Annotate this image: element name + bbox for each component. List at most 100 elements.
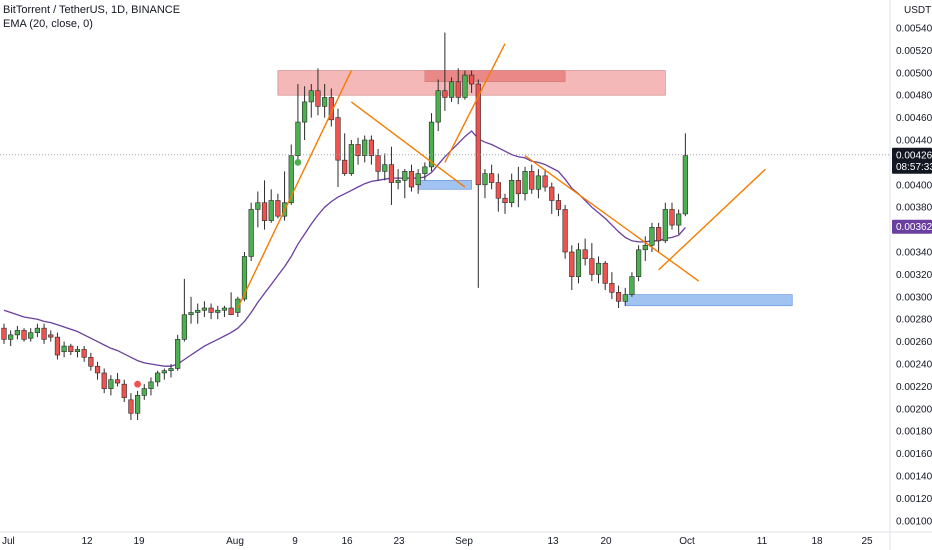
- candle-body: [114, 379, 121, 384]
- candle: [74, 346, 81, 358]
- x-tick-label: 20: [600, 536, 612, 547]
- candle: [21, 328, 27, 342]
- candle-body: [575, 249, 582, 277]
- candles: [1, 32, 688, 420]
- candle-body: [28, 332, 34, 339]
- candle-body: [221, 307, 228, 311]
- candle: [148, 377, 154, 396]
- time-axis[interactable]: Jul 12 19 Aug 9 16 23 Sep 13 20 Oct 11 18 25: [2, 536, 873, 547]
- candle: [181, 278, 187, 342]
- candle-body: [529, 171, 535, 190]
- candle: [549, 182, 555, 214]
- candle: [54, 332, 61, 360]
- candle-body: [248, 209, 254, 257]
- x-tick-label: Oct: [679, 536, 695, 547]
- candle: [362, 135, 368, 163]
- candle: [515, 166, 521, 208]
- candle: [81, 346, 87, 362]
- candle: [101, 368, 107, 394]
- candle-body: [228, 307, 234, 316]
- candle-body: [475, 83, 481, 186]
- candle: [135, 390, 141, 420]
- x-tick-label: 25: [861, 536, 873, 547]
- candle-body: [595, 262, 602, 275]
- candle: [642, 236, 648, 261]
- candle: [208, 303, 214, 320]
- candle-body: [676, 213, 682, 226]
- candle: [609, 272, 615, 300]
- candle-body: [382, 164, 388, 172]
- candle-body: [155, 372, 161, 383]
- trendline: [237, 70, 352, 309]
- candle-body: [549, 186, 555, 201]
- candle-body: [195, 309, 201, 313]
- candle-body: [355, 144, 361, 156]
- candle: [221, 305, 228, 317]
- candle-body: [268, 200, 274, 221]
- candle: [622, 287, 628, 306]
- candle: [275, 193, 281, 219]
- candle-body: [629, 276, 635, 295]
- candle: [542, 169, 548, 192]
- candle-body: [175, 339, 181, 369]
- support-zone: [417, 180, 472, 190]
- candle: [435, 79, 441, 132]
- candle: [88, 352, 94, 371]
- candle: [422, 162, 428, 181]
- x-tick-label: 23: [393, 536, 405, 547]
- candle-body: [34, 327, 40, 333]
- x-tick-label: Sep: [455, 536, 473, 547]
- candle-body: [235, 298, 241, 313]
- candle-body: [21, 330, 27, 340]
- candle: [529, 164, 535, 194]
- buy-signal-dot: [294, 159, 302, 166]
- candle-body: [54, 336, 61, 356]
- indicator-title[interactable]: EMA (20, close, 0): [3, 18, 93, 30]
- ema-line: [3, 130, 686, 367]
- candle-body: [181, 314, 187, 340]
- candle-body: [295, 121, 301, 156]
- candle: [268, 189, 274, 223]
- candle: [602, 260, 608, 291]
- candle-body: [148, 381, 154, 389]
- symbol-title[interactable]: BitTorrent / TetherUS, 1D, BINANCE: [3, 4, 181, 16]
- candle-body: [448, 81, 455, 98]
- candle-body: [8, 334, 14, 340]
- candle-body: [402, 171, 408, 181]
- candle: [415, 169, 421, 194]
- sell-signal-dot: [134, 380, 142, 388]
- candle-body: [322, 97, 328, 107]
- candle: [509, 173, 515, 208]
- candle-body: [622, 294, 628, 302]
- candle-body: [375, 155, 381, 172]
- candle: [375, 148, 381, 181]
- candle: [368, 135, 375, 165]
- candle-body: [455, 81, 461, 98]
- candle-body: [495, 182, 501, 199]
- candle-body: [415, 173, 421, 186]
- candle: [595, 256, 602, 284]
- last-price-badge-bg: [892, 147, 932, 174]
- candle: [188, 296, 194, 324]
- chart-legend: BitTorrent / TetherUS, 1D, BINANCE EMA (…: [3, 3, 180, 31]
- candle: [201, 301, 208, 317]
- candle-body: [335, 117, 341, 161]
- ema-series: [3, 130, 686, 367]
- candle-body: [615, 292, 622, 302]
- candle-body: [68, 345, 74, 352]
- candle: [569, 245, 575, 291]
- currency-label[interactable]: USDT: [904, 5, 931, 16]
- candle-body: [288, 155, 294, 204]
- candle-body: [255, 202, 261, 210]
